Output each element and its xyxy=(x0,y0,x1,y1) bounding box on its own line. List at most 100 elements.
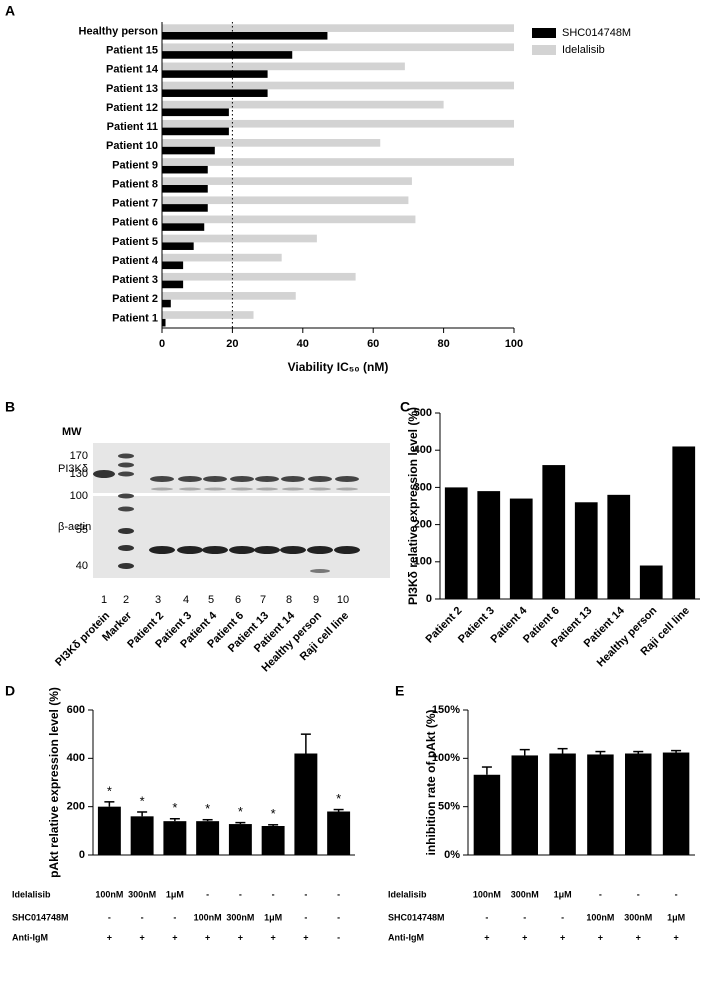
condition-value: - xyxy=(304,889,307,899)
condition-value: 1μM xyxy=(554,889,572,899)
band xyxy=(335,476,359,482)
mw-label: MW xyxy=(62,426,82,438)
condition-name: SHC014748M xyxy=(12,912,69,922)
bar xyxy=(542,465,566,599)
condition-value: - xyxy=(637,889,640,899)
y-tick-label: 0 xyxy=(426,593,432,605)
band xyxy=(255,476,279,482)
error-bar xyxy=(671,749,682,753)
bar xyxy=(162,292,296,300)
band xyxy=(178,476,202,482)
y-tick-label: 300 xyxy=(414,481,432,493)
condition-name: Idelalisib xyxy=(12,889,51,899)
band xyxy=(118,493,134,499)
error-bar xyxy=(333,808,344,812)
condition-value: 300nM xyxy=(226,912,254,922)
y-tick-label: Patient 2 xyxy=(112,293,158,305)
lane-number: 5 xyxy=(208,594,214,606)
y-tick-label: Patient 6 xyxy=(112,217,158,229)
band xyxy=(280,546,306,554)
y-axis-title: pAkt relative expression level (%) xyxy=(47,687,61,878)
y-tick-label: 0 xyxy=(79,849,85,861)
band xyxy=(93,470,115,478)
condition-name: Idelalisib xyxy=(388,889,427,899)
y-tick-label: Patient 7 xyxy=(112,198,158,210)
bar xyxy=(587,754,614,855)
condition-name: Anti-IgM xyxy=(12,932,48,942)
bar xyxy=(162,311,254,319)
significance-label: * xyxy=(336,791,341,806)
significance-label: * xyxy=(238,804,243,819)
protein-label: β-actin xyxy=(58,521,91,533)
y-tick-label: Patient 12 xyxy=(106,102,158,114)
error-bar xyxy=(137,811,148,817)
significance-label: * xyxy=(271,806,276,821)
condition-value: - xyxy=(485,912,488,922)
band xyxy=(230,476,254,482)
bar xyxy=(162,242,194,250)
significance-label: * xyxy=(172,800,177,815)
panel-label: A xyxy=(5,3,15,19)
band xyxy=(118,545,134,551)
bar xyxy=(162,158,514,166)
bar xyxy=(162,261,184,270)
y-tick-label: Patient 13 xyxy=(106,83,158,95)
error-bar xyxy=(268,824,279,826)
bar xyxy=(162,139,381,147)
condition-value: 100nM xyxy=(194,912,222,922)
legend-swatch xyxy=(532,45,556,55)
condition-value: + xyxy=(205,932,210,942)
y-tick-label: Patient 8 xyxy=(112,178,158,190)
band xyxy=(118,528,134,534)
y-tick-label: 400 xyxy=(414,444,432,456)
bar xyxy=(162,234,317,243)
condition-value: + xyxy=(673,932,678,942)
y-tick-label: 0% xyxy=(444,849,460,861)
condition-name: SHC014748M xyxy=(388,912,445,922)
y-tick-label: 150% xyxy=(432,704,460,716)
band xyxy=(177,546,203,554)
y-tick-label: Patient 5 xyxy=(112,236,158,248)
bar xyxy=(477,491,501,599)
error-bar xyxy=(481,766,492,775)
blot-membrane xyxy=(93,443,390,493)
y-axis-title: inhibition rate of pAkt (%) xyxy=(424,710,438,856)
panel-label: B xyxy=(5,399,15,415)
y-tick-label: Patient 11 xyxy=(107,121,158,133)
y-tick-label: Patient 10 xyxy=(106,140,158,152)
condition-value: + xyxy=(484,932,489,942)
band xyxy=(256,487,278,491)
x-tick-label: 0 xyxy=(159,338,165,350)
y-tick-label: Patient 3 xyxy=(112,274,158,286)
condition-value: - xyxy=(206,889,209,899)
mw-marker: 55 xyxy=(76,524,88,536)
lane-number: 9 xyxy=(313,594,319,606)
band xyxy=(203,476,227,482)
bar xyxy=(162,119,514,128)
condition-value: - xyxy=(141,912,144,922)
error-bar xyxy=(595,750,606,755)
condition-value: + xyxy=(238,932,243,942)
y-tick-label: 200 xyxy=(414,519,432,531)
band xyxy=(281,476,305,482)
band xyxy=(307,546,333,554)
band xyxy=(254,546,280,554)
condition-value: + xyxy=(598,932,603,942)
y-tick-label: 400 xyxy=(67,752,85,764)
condition-value: 1μM xyxy=(264,912,282,922)
condition-value: 1μM xyxy=(166,889,184,899)
error-bar xyxy=(633,750,644,754)
bar xyxy=(162,272,356,281)
legend-swatch xyxy=(532,28,556,38)
bar xyxy=(672,446,696,599)
condition-value: + xyxy=(172,932,177,942)
bar xyxy=(162,165,208,174)
lane-number: 10 xyxy=(337,594,349,606)
condition-value: 100nM xyxy=(586,912,614,922)
bar xyxy=(162,108,229,117)
condition-value: - xyxy=(561,912,564,922)
x-tick-label: 40 xyxy=(297,338,309,350)
condition-value: - xyxy=(523,912,526,922)
bar xyxy=(473,774,501,855)
bar xyxy=(196,821,220,855)
